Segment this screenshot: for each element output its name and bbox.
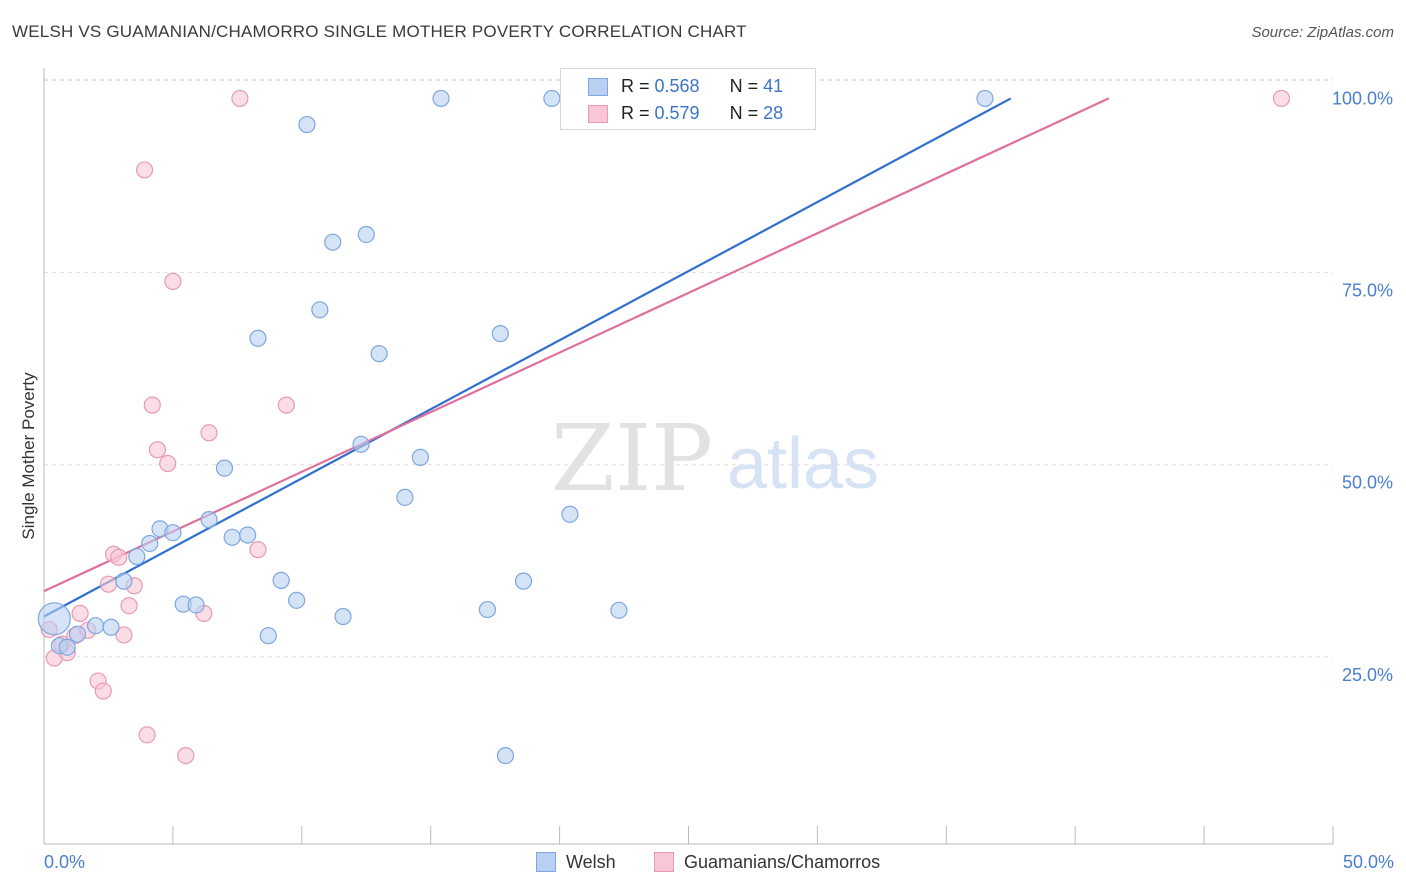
data-point-welsh <box>396 488 414 506</box>
data-point-welsh <box>334 607 352 626</box>
legend-item-guam[interactable]: Guamanians/Chamorros <box>654 852 880 873</box>
data-point-guam <box>135 161 154 179</box>
data-point-guam <box>148 441 167 459</box>
data-point-welsh <box>432 89 450 108</box>
data-point-welsh <box>68 625 87 643</box>
data-point-guam <box>249 541 267 559</box>
data-point-welsh <box>164 524 182 542</box>
data-point-welsh <box>610 601 628 619</box>
y-tick-labels: 25.0% 50.0% 75.0% 100.0% <box>1332 88 1393 684</box>
series-legend: Welsh Guamanians/Chamorros <box>0 852 1406 878</box>
data-point-guam <box>231 89 249 108</box>
data-point-welsh <box>272 571 290 589</box>
trend-lines <box>43 97 1110 618</box>
data-point-guam <box>200 424 218 442</box>
guam-n-value: 28 <box>763 103 784 123</box>
y-tick-label: 25.0% <box>1342 665 1393 685</box>
data-point-welsh <box>259 627 277 645</box>
data-point-welsh <box>298 115 316 134</box>
y-tick-label: 100.0% <box>1332 88 1393 108</box>
source-label: Source: ZipAtlas.com <box>1251 24 1394 41</box>
data-point-welsh <box>200 511 218 529</box>
data-point-welsh <box>976 89 994 108</box>
data-point-welsh <box>311 301 329 319</box>
data-point-welsh <box>249 329 267 347</box>
data-point-welsh <box>58 638 76 656</box>
data-point-welsh <box>324 233 342 251</box>
y-tick-label: 75.0% <box>1342 281 1393 301</box>
y-tick-label: 50.0% <box>1342 473 1393 493</box>
data-point-welsh <box>223 528 241 546</box>
legend-swatch-guam <box>654 852 674 872</box>
data-point-guam <box>94 682 112 700</box>
data-point-welsh <box>478 600 497 619</box>
data-point-guam <box>159 454 177 473</box>
data-point-guam <box>120 597 138 615</box>
data-point-welsh <box>239 526 257 544</box>
data-point-guam <box>143 396 161 414</box>
data-point-welsh <box>370 345 388 363</box>
data-point-welsh <box>357 225 375 244</box>
x-tick-label-max: 50.0% <box>1342 852 1394 872</box>
data-point-welsh <box>86 617 105 635</box>
watermark-zip: ZIP <box>551 405 713 512</box>
guam-swatch <box>588 105 608 123</box>
data-point-guam <box>164 272 182 290</box>
chart-title: WELSH VS GUAMANIAN/CHAMORRO SINGLE MOTHE… <box>12 22 747 41</box>
axes <box>43 68 1334 845</box>
guam-n-label: N = <box>729 103 764 123</box>
data-point-welsh <box>543 89 561 108</box>
data-point-welsh <box>187 596 205 614</box>
legend-swatch-welsh <box>536 852 556 872</box>
trend-line-guam <box>43 97 1110 593</box>
data-point-welsh <box>141 534 159 553</box>
data-point-guam <box>110 548 128 566</box>
data-point-welsh <box>102 618 120 636</box>
data-point-welsh <box>37 602 71 636</box>
legend-item-welsh[interactable]: Welsh <box>536 852 616 873</box>
guam-r-value: 0.579 <box>654 103 700 123</box>
data-point-guam <box>138 726 156 744</box>
welsh-r-label: R = <box>621 76 655 96</box>
legend-label-welsh: Welsh <box>566 852 616 872</box>
data-point-guam <box>115 626 133 644</box>
trend-line-welsh <box>43 97 1012 618</box>
data-point-guam <box>71 604 89 623</box>
data-point-guam <box>277 396 295 414</box>
data-point-welsh <box>411 448 429 466</box>
data-point-welsh <box>496 747 515 765</box>
data-point-guam <box>1272 89 1291 108</box>
x-tick-label-min: 0.0% <box>44 852 86 872</box>
data-point-welsh <box>352 435 370 453</box>
data-point-welsh <box>514 572 533 590</box>
welsh-n-value: 41 <box>763 76 784 96</box>
data-point-welsh <box>128 547 146 566</box>
welsh-n-label: N = <box>729 76 764 96</box>
correlation-legend: R = 0.568 N = 41 R = 0.579 N = 28 <box>560 68 816 130</box>
data-point-welsh <box>491 325 509 343</box>
welsh-swatch <box>588 78 608 96</box>
legend-label-guam: Guamanians/Chamorros <box>684 852 881 872</box>
watermark: ZIP atlas <box>551 405 879 512</box>
watermark-atlas: atlas <box>727 424 879 504</box>
welsh-r-value: 0.568 <box>654 76 700 96</box>
data-point-guam <box>177 747 195 765</box>
data-point-welsh <box>561 505 579 523</box>
grid-lines <box>44 78 1333 658</box>
data-point-welsh <box>115 572 133 590</box>
data-point-welsh <box>215 459 234 477</box>
guam-r-label: R = <box>621 103 655 123</box>
data-point-welsh <box>288 591 306 609</box>
data-point-guam <box>99 575 118 593</box>
